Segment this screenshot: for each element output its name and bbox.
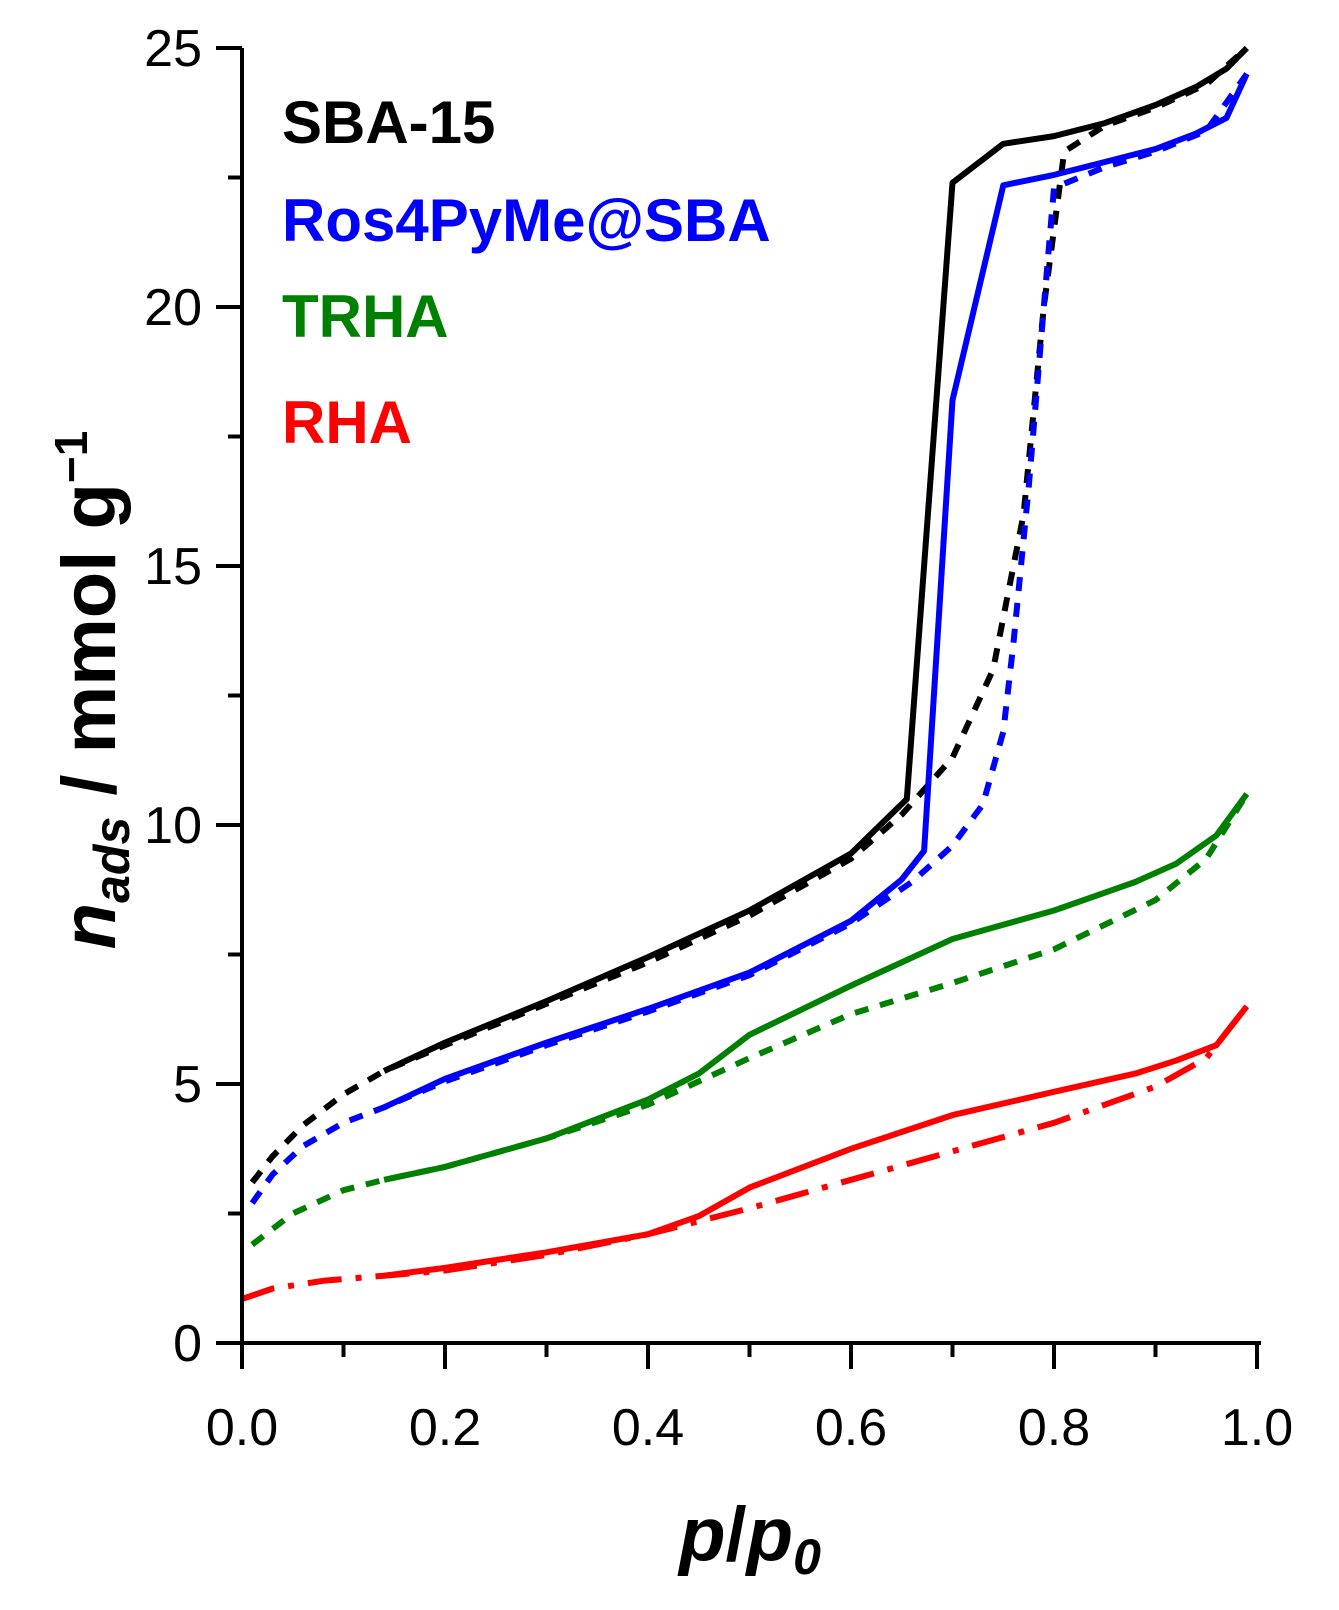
y-tick-label: 0 xyxy=(173,1315,202,1373)
legend-label-trha: TRHA xyxy=(282,283,449,350)
series-ros4pyme-sba-desorption xyxy=(382,72,1250,1111)
series-trha-adsorption xyxy=(250,792,1250,1247)
legend-label-rha: RHA xyxy=(282,389,412,456)
x-ticks: 0.0 0.2 0.4 0.6 0.8 1.0 xyxy=(206,1343,1293,1457)
y-tick-label: 5 xyxy=(173,1056,202,1114)
series-sba-15-adsorption xyxy=(249,45,1249,1185)
x-tick-label: 0.4 xyxy=(612,1399,684,1457)
y-tick-label: 20 xyxy=(144,279,202,337)
legend: SBA-15 Ros4PyMe@SBA TRHA RHA xyxy=(282,89,771,456)
x-tick-label: 0.6 xyxy=(815,1399,887,1457)
y-tick-label: 15 xyxy=(144,538,202,596)
x-tick-label: 1.0 xyxy=(1221,1399,1293,1457)
x-tick-label: 0.2 xyxy=(409,1399,481,1457)
y-tick-label: 10 xyxy=(144,797,202,855)
series-sba-15-desorption xyxy=(382,45,1249,1074)
x-axis-title: p/p0 xyxy=(677,1492,821,1585)
legend-label-sba15: SBA-15 xyxy=(282,89,495,156)
series-rha-adsorption xyxy=(241,1004,1250,1302)
y-tick-label: 25 xyxy=(144,20,202,78)
plot-series xyxy=(241,45,1250,1302)
x-tick-label: 0.0 xyxy=(206,1399,278,1457)
y-ticks: 0 5 10 15 20 25 xyxy=(144,20,242,1373)
x-tick-label: 0.8 xyxy=(1018,1399,1090,1457)
series-trha-desorption xyxy=(383,792,1250,1183)
legend-label-ros4pyme: Ros4PyMe@SBA xyxy=(282,187,771,254)
series-rha-desorption xyxy=(383,1004,1250,1279)
y-axis-title: nads / mmol g−1 xyxy=(45,431,140,950)
